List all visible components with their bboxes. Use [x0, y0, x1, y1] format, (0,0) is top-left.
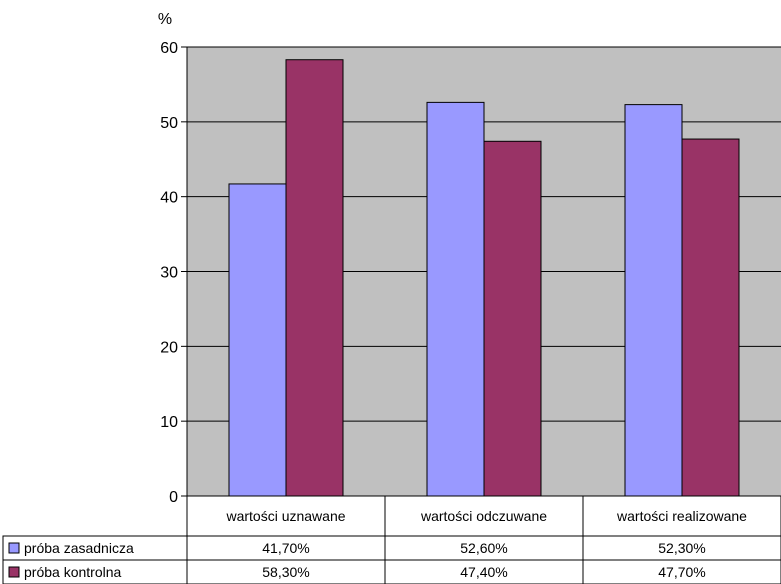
data-label: 47,40% [460, 564, 507, 580]
legend-label: próba kontrolna [24, 564, 122, 580]
y-tick-label: 50 [160, 115, 178, 132]
y-tick-label: 10 [160, 414, 178, 431]
x-tick-label: wartości uznawane [225, 508, 345, 524]
bar [483, 140, 542, 497]
y-tick-label: 30 [160, 265, 178, 282]
bar [426, 101, 485, 497]
y-tick-label: 0 [169, 489, 178, 506]
bar [285, 59, 344, 497]
bars [228, 59, 740, 497]
bar [624, 104, 683, 497]
y-tick-label: 60 [160, 40, 178, 57]
y-tick-label: 20 [160, 339, 178, 356]
legend-label: próba zasadnicza [24, 540, 134, 556]
y-tick-label: 40 [160, 190, 178, 207]
data-label: 41,70% [262, 540, 309, 556]
bar [681, 138, 740, 497]
legend-swatch [8, 566, 20, 578]
data-table: wartości uznawane wartości odczuwane warto… [2, 495, 781, 584]
x-tick-label: wartości realizowane [616, 508, 747, 524]
data-label: 47,70% [658, 564, 705, 580]
data-label: 58,30% [262, 564, 309, 580]
bar [228, 183, 287, 497]
legend-swatch [8, 542, 20, 554]
y-tick-labels: 0 10 20 30 40 50 60 [160, 40, 187, 506]
data-label: 52,30% [658, 540, 705, 556]
data-label: 52,60% [460, 540, 507, 556]
x-tick-label: wartości odczuwane [420, 508, 547, 524]
table-cell [582, 559, 781, 584]
y-unit-label: % [158, 11, 172, 28]
